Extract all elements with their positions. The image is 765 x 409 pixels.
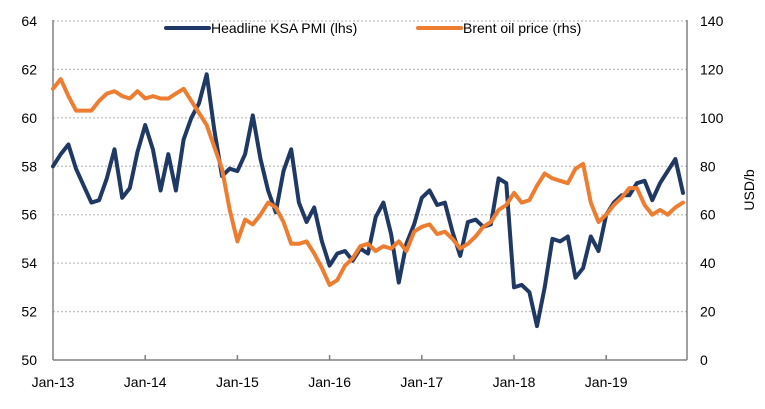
- right-axis-ticks: 0 20 40 60 80 100 120 140: [700, 13, 724, 368]
- left-tick-label: 54: [21, 255, 37, 271]
- gridlines: [53, 20, 687, 313]
- axes: [52, 20, 688, 361]
- x-tick-label: Jan-19: [585, 374, 628, 390]
- x-tick-label: Jan-16: [308, 374, 351, 390]
- left-tick-label: 52: [21, 304, 37, 320]
- left-tick-label: 56: [21, 207, 37, 223]
- legend-label-brent: Brent oil price (rhs): [463, 20, 581, 36]
- right-tick-label: 120: [700, 61, 724, 77]
- legend: Headline KSA PMI (lhs) Brent oil price (…: [164, 20, 581, 36]
- x-tick-label: Jan-13: [32, 374, 75, 390]
- x-axis-ticks: Jan-13 Jan-14 Jan-15 Jan-16 Jan-17 Jan-18 Jan-…: [32, 355, 628, 390]
- left-tick-label: 62: [21, 61, 37, 77]
- legend-label-pmi: Headline KSA PMI (lhs): [211, 20, 357, 36]
- x-tick-label: Jan-14: [124, 374, 167, 390]
- x-tick-label: Jan-17: [400, 374, 443, 390]
- x-tick-label: Jan-18: [493, 374, 536, 390]
- right-tick-label: 140: [700, 13, 724, 29]
- left-tick-label: 60: [21, 110, 37, 126]
- right-axis-title: USD/b: [741, 169, 757, 210]
- right-tick-label: 20: [700, 304, 716, 320]
- x-tick-label: Jan-15: [216, 374, 259, 390]
- series-line-pmi: [51, 72, 685, 329]
- left-tick-label: 64: [21, 13, 37, 29]
- left-tick-label: 58: [21, 158, 37, 174]
- left-axis-ticks: 50 52 54 56 58 60 62 64: [21, 13, 37, 368]
- series-lines: [51, 72, 685, 329]
- right-tick-label: 100: [700, 110, 724, 126]
- left-tick-label: 50: [21, 352, 37, 368]
- right-tick-label: 60: [700, 207, 716, 223]
- right-tick-label: 40: [700, 255, 716, 271]
- right-tick-label: 0: [700, 352, 708, 368]
- series-line-brent: [51, 77, 685, 287]
- right-tick-label: 80: [700, 158, 716, 174]
